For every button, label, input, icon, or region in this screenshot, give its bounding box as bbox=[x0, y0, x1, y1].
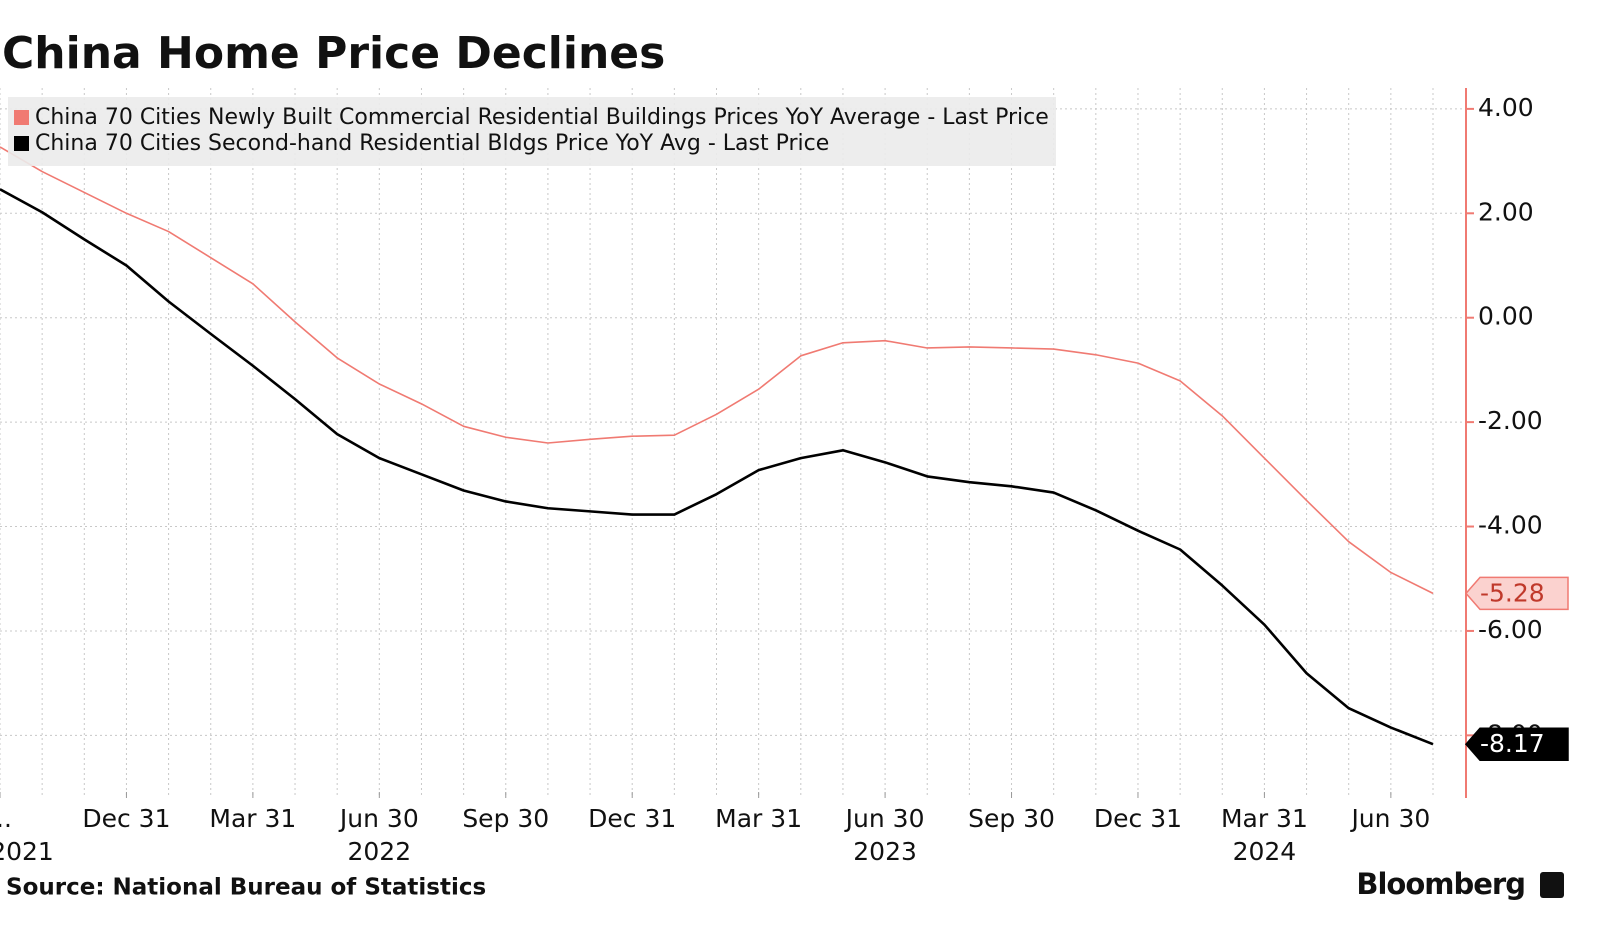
y-tick-label: -6.00 bbox=[1478, 615, 1543, 644]
last-value-box bbox=[1465, 576, 1569, 611]
y-tick-label: -2.00 bbox=[1478, 406, 1543, 435]
last-value-label: -8.17 bbox=[1480, 729, 1545, 758]
x-tick-label: ... bbox=[0, 804, 12, 833]
legend-label: China 70 Cities Newly Built Commercial R… bbox=[35, 105, 1049, 130]
x-tick-label: Dec 31 bbox=[588, 804, 676, 833]
legend-box bbox=[8, 97, 1056, 166]
x-tick-label: Jun 30 bbox=[844, 804, 925, 833]
y-tick-label: 0.00 bbox=[1478, 302, 1534, 331]
y-tick-label: -4.00 bbox=[1478, 511, 1543, 540]
x-tick-label: Dec 31 bbox=[82, 804, 170, 833]
y-tick-label: 4.00 bbox=[1478, 93, 1534, 122]
last-value-label: -5.28 bbox=[1480, 578, 1545, 607]
x-year-label: 2021 bbox=[0, 837, 54, 866]
x-tick-label: Mar 31 bbox=[1221, 804, 1308, 833]
brand: Bloomberg bbox=[1356, 867, 1525, 901]
legend-swatch bbox=[14, 110, 29, 125]
x-year-label: 2024 bbox=[1233, 837, 1297, 866]
y-tick-label: 2.00 bbox=[1478, 197, 1534, 226]
last-value-box bbox=[1465, 727, 1569, 761]
brand-icon bbox=[1540, 872, 1564, 898]
series-line bbox=[0, 146, 1434, 595]
chart-title: China Home Price Declines bbox=[2, 28, 665, 79]
x-tick-label: Sep 30 bbox=[462, 804, 549, 833]
series-line bbox=[0, 188, 1434, 746]
x-tick-label: Mar 31 bbox=[715, 804, 802, 833]
x-year-label: 2022 bbox=[348, 837, 412, 866]
x-year-label: 2023 bbox=[853, 837, 917, 866]
legend-label: China 70 Cities Second-hand Residential … bbox=[35, 131, 829, 156]
source: Source: National Bureau of Statistics bbox=[6, 875, 486, 901]
x-tick-label: Jun 30 bbox=[1349, 804, 1430, 833]
x-tick-label: Mar 31 bbox=[209, 804, 296, 833]
x-tick-label: Sep 30 bbox=[968, 804, 1055, 833]
x-tick-label: Dec 31 bbox=[1094, 804, 1182, 833]
legend-swatch bbox=[14, 136, 29, 151]
x-tick-label: Jun 30 bbox=[338, 804, 419, 833]
